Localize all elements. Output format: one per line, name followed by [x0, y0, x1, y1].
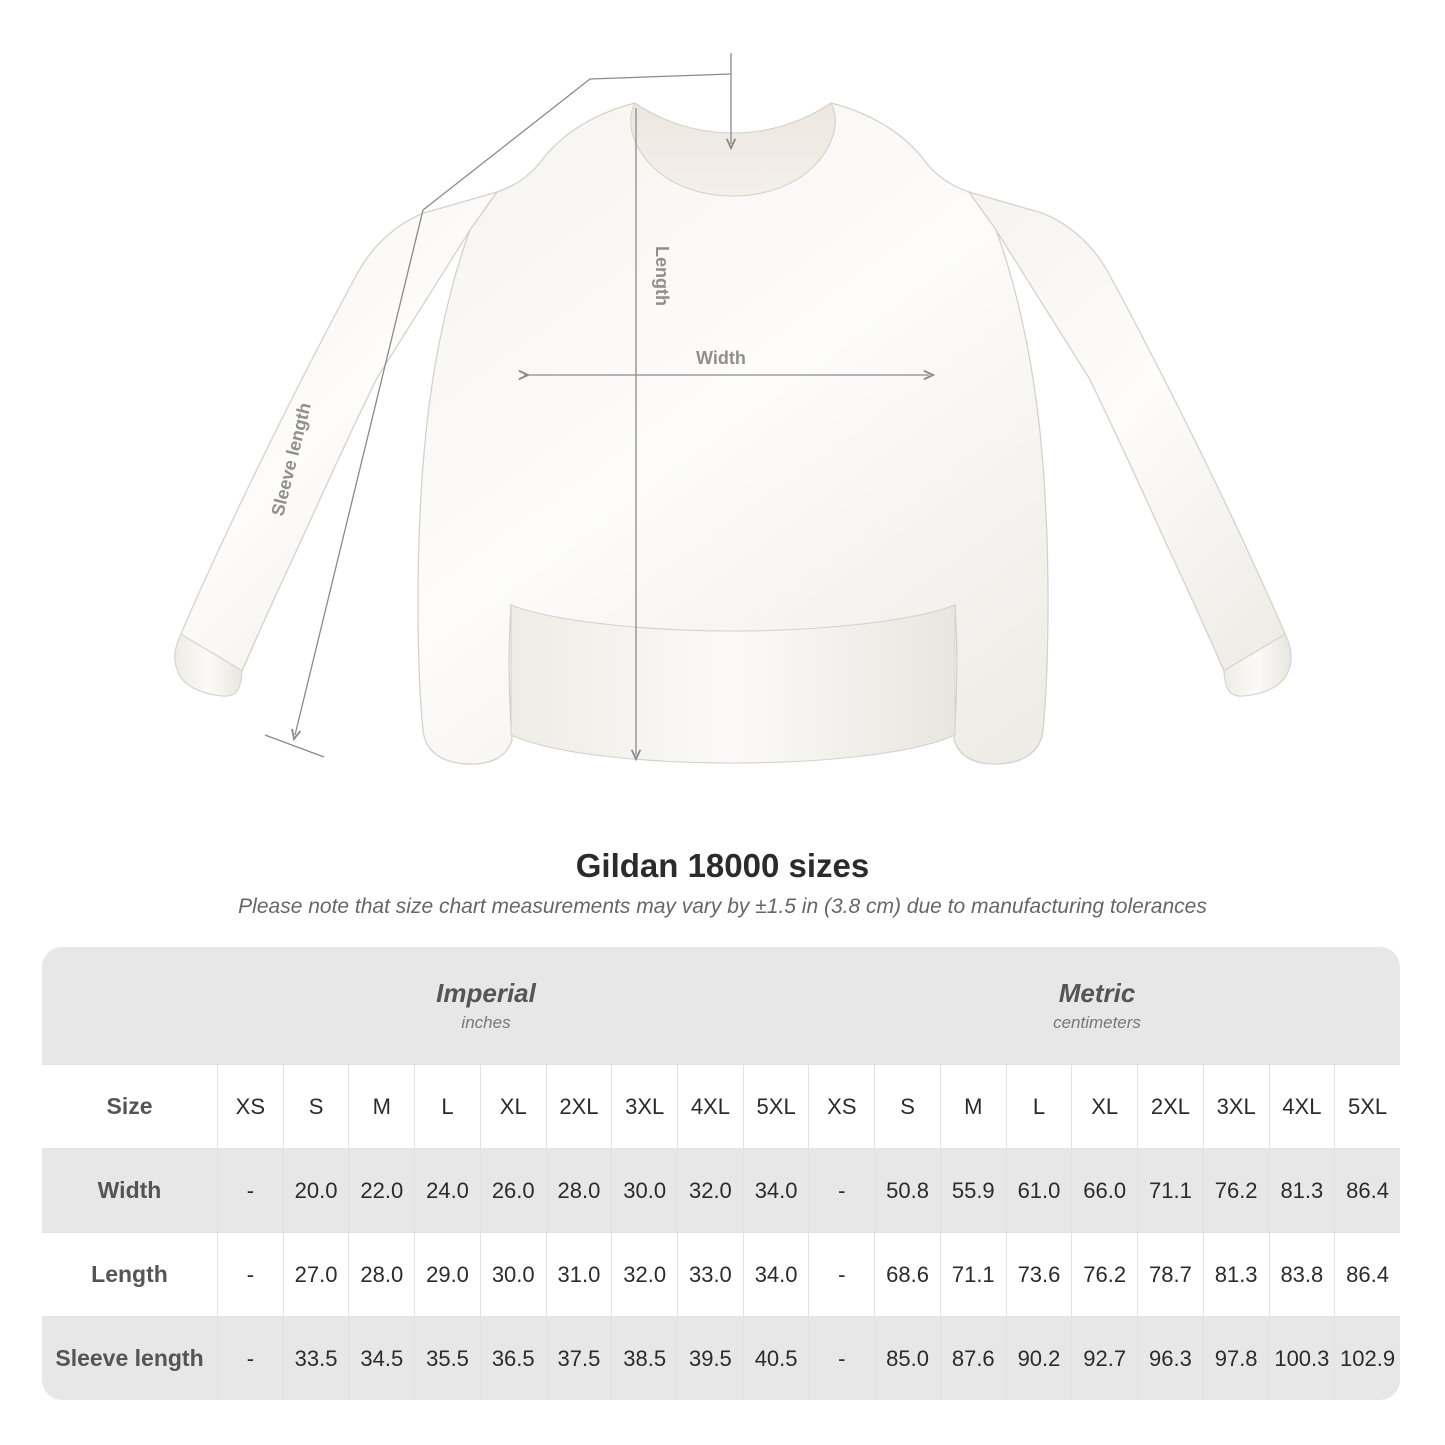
svg-text:Length: Length [652, 246, 672, 306]
svg-text:Width: Width [696, 348, 746, 368]
